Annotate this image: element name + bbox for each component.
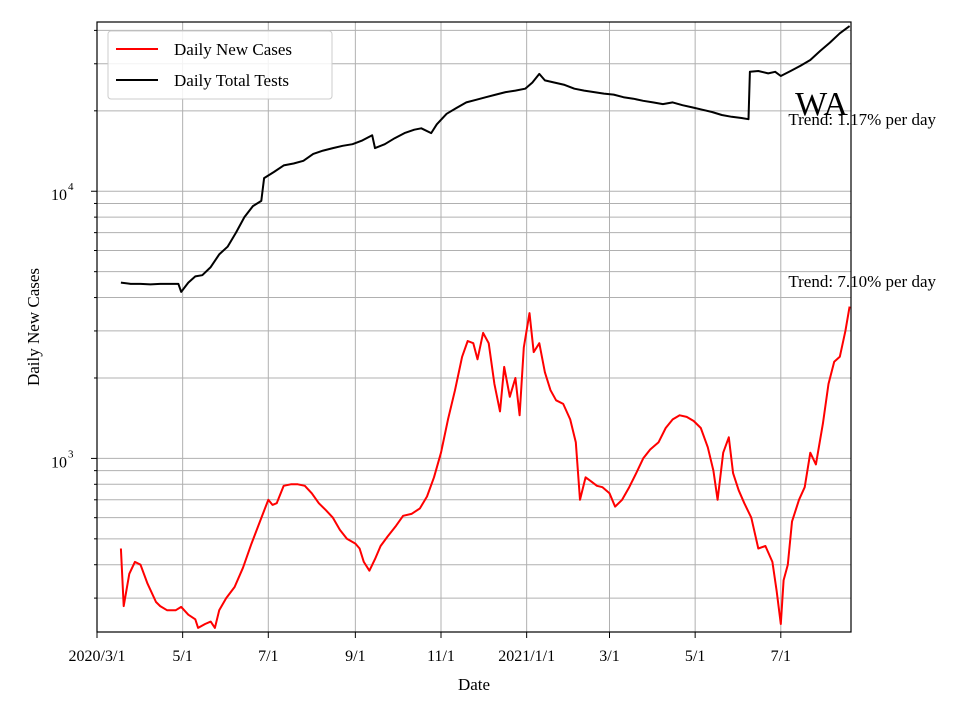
x-tick-label: 7/1 bbox=[258, 648, 278, 665]
y-tick-label: 10 bbox=[51, 187, 67, 204]
plot-frame bbox=[96, 21, 852, 633]
legend-label: Daily New Cases bbox=[174, 40, 292, 59]
series-layer bbox=[119, 25, 851, 629]
series-line-daily-total-tests bbox=[120, 25, 851, 293]
labels: Date Daily New Cases bbox=[24, 268, 490, 694]
x-tick-label: 7/1 bbox=[771, 648, 791, 665]
y-tick-exponent: 4 bbox=[68, 181, 74, 193]
annotations: WA Trend: 1.17% per day Trend: 7.10% per… bbox=[788, 86, 936, 291]
grid bbox=[96, 22, 851, 632]
x-tick-label: 9/1 bbox=[345, 648, 365, 665]
axes: 2020/3/1 5/1 7/1 9/1 11/1 2021/1/1 3/1 5/1 7/1 10… bbox=[51, 29, 791, 665]
x-axis-label: Date bbox=[458, 675, 490, 694]
series-line-daily-new-cases bbox=[119, 306, 851, 629]
y-axis-label: Daily New Cases bbox=[24, 268, 43, 386]
x-tick-label: 11/1 bbox=[427, 648, 455, 665]
y-tick-label: 10 bbox=[51, 454, 67, 471]
x-tick-label: 2020/3/1 bbox=[69, 648, 126, 665]
legend-label: Daily Total Tests bbox=[174, 71, 289, 90]
x-tick-label: 5/1 bbox=[172, 648, 192, 665]
x-tick-label: 3/1 bbox=[599, 648, 619, 665]
x-tick-label: 2021/1/1 bbox=[498, 648, 555, 665]
legend-box bbox=[107, 30, 333, 100]
x-tick-label: 5/1 bbox=[685, 648, 705, 665]
legend: Daily New Cases Daily Total Tests bbox=[107, 30, 333, 100]
state-label: WA bbox=[795, 86, 848, 123]
y-tick-exponent: 3 bbox=[68, 448, 74, 460]
trend-tests-label: Trend: 1.17% per day bbox=[788, 110, 936, 129]
trend-cases-label: Trend: 7.10% per day bbox=[788, 272, 936, 291]
